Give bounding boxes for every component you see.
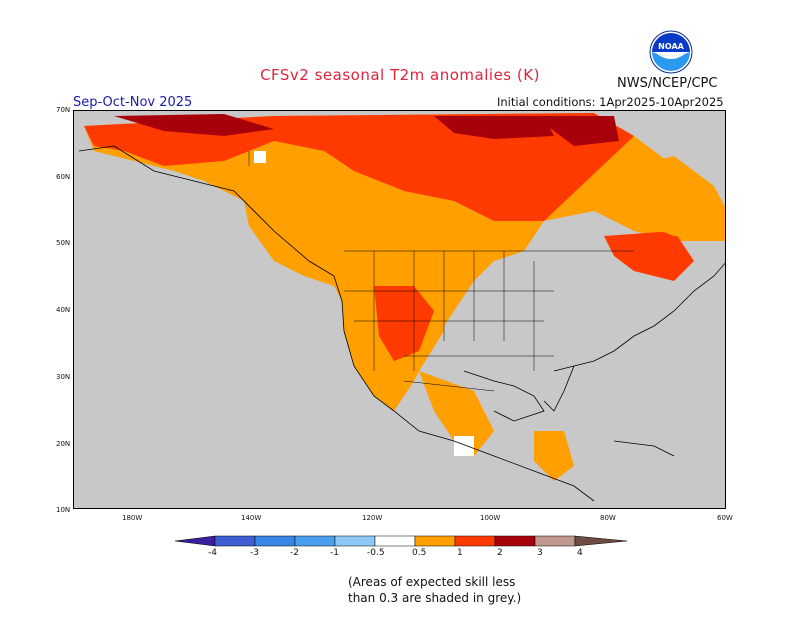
lat-label: 20N [56, 440, 71, 448]
lat-label: 30N [56, 373, 71, 381]
footnote-line: than 0.3 are shaded in grey.) [348, 591, 522, 605]
season-label: Sep-Oct-Nov 2025 [73, 95, 193, 110]
lon-label: 100W [480, 514, 501, 522]
skill-footnote: (Areas of expected skill less than 0.3 a… [348, 574, 521, 606]
organization-label: NWS/NCEP/CPC [617, 76, 718, 91]
colorbar-label: 1 [457, 548, 463, 558]
lat-label: 60N [56, 173, 71, 181]
colorbar-arrow-high [574, 535, 627, 547]
colorbar-arrow-low [175, 535, 216, 547]
colorbar-label: 3 [537, 548, 543, 558]
initial-conditions-label: Initial conditions: 1Apr2025-10Apr2025 [497, 95, 724, 109]
colorbar [175, 535, 627, 547]
lat-label: 10N [56, 506, 71, 514]
lat-label: 50N [56, 239, 71, 247]
colorbar-bin [494, 535, 536, 547]
colorbar-label: 0.5 [412, 548, 427, 558]
colorbar-label: -3 [250, 548, 259, 558]
logo-text: NOAA [658, 42, 684, 51]
colorbar-label: -4 [208, 548, 217, 558]
lon-label: 180W [122, 514, 143, 522]
lon-label: 80W [600, 514, 616, 522]
colorbar-bin [254, 535, 296, 547]
footnote-line: (Areas of expected skill less [348, 575, 516, 589]
lon-label: 140W [241, 514, 262, 522]
lon-label: 120W [362, 514, 383, 522]
colorbar-label: 4 [577, 548, 583, 558]
map-title: CFSv2 seasonal T2m anomalies (K) [260, 66, 540, 84]
coastlines [78, 145, 725, 502]
colorbar-bin [214, 535, 256, 547]
anomaly-map [73, 110, 726, 509]
colorbar-label: -2 [290, 548, 299, 558]
map-canvas [78, 113, 725, 502]
colorbar-label: -1 [330, 548, 339, 558]
colorbar-bin [294, 535, 336, 547]
lon-label: 60W [717, 514, 733, 522]
lat-label: 40N [56, 306, 71, 314]
colorbar-bin [334, 535, 376, 547]
noaa-logo: NOAA [649, 30, 693, 74]
colorbar-bin [374, 535, 416, 547]
anomaly-shading [84, 113, 725, 481]
colorbar-bin [454, 535, 496, 547]
political-borders [248, 151, 634, 392]
colorbar-label: -0.5 [367, 548, 385, 558]
colorbar-label: 2 [497, 548, 503, 558]
colorbar-bin [414, 535, 456, 547]
colorbar-bin [534, 535, 576, 547]
lat-label: 70N [56, 106, 71, 114]
